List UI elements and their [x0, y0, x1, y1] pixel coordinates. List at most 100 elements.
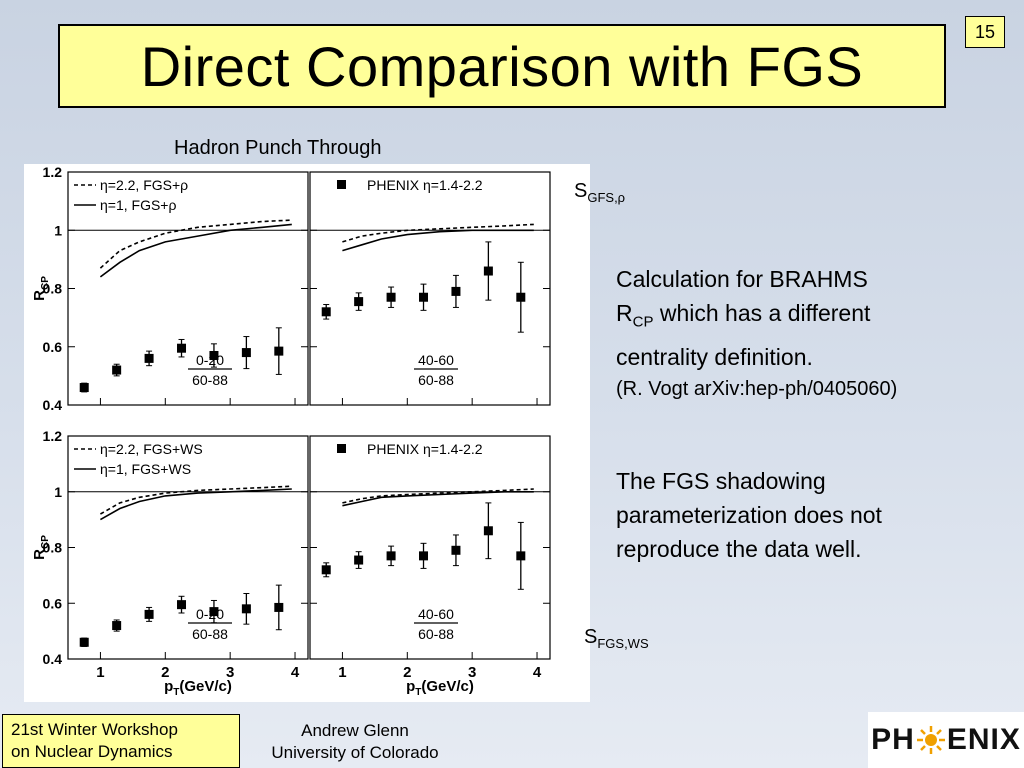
x-tick-label: 4 — [291, 664, 300, 681]
label-sgfs-sub: GFS,ρ — [587, 190, 626, 205]
data-point — [321, 565, 331, 575]
y-tick-label: 1 — [54, 484, 62, 500]
data-point — [516, 292, 526, 302]
data-point — [112, 365, 122, 375]
x-axis-label-unit: (GeV/c) — [421, 678, 474, 695]
data-point — [274, 346, 284, 356]
x-tick-label: 2 — [161, 664, 169, 681]
data-point — [516, 551, 526, 561]
label-sgfs: SGFS,ρ — [574, 180, 625, 205]
curve-dashed — [342, 223, 534, 243]
centrality-denominator: 60-88 — [418, 626, 454, 642]
footer-author-line2: University of Colorado — [271, 743, 439, 762]
data-point — [274, 602, 284, 612]
curve-solid — [342, 229, 534, 252]
x-axis-label-sub: T — [173, 687, 179, 698]
sun-icon — [916, 726, 945, 754]
note-fgs-line3: reproduce the data well. — [616, 536, 862, 562]
x-tick-label: 4 — [533, 664, 542, 681]
logo-text-right: ENIX — [946, 723, 1021, 756]
centrality-denominator: 60-88 — [192, 372, 228, 388]
centrality-numerator: 0-20 — [196, 606, 224, 622]
legend-marker — [337, 180, 346, 189]
y-tick-label: 1.2 — [43, 164, 63, 180]
x-axis-label-unit: (GeV/c) — [179, 678, 232, 695]
y-axis-label-sub: CP — [40, 535, 51, 549]
y-tick-label: 0.4 — [43, 397, 63, 413]
figure: RCP 0.4 0.6 0.8 1 1.2 η=2.2, FGS+ρ η=1, FGS+ρ 0-… — [24, 164, 590, 702]
note-brahms-line3: centrality definition. — [616, 343, 813, 370]
page-number: 15 — [965, 16, 1005, 48]
footer-workshop-line1: 21st Winter Workshop — [11, 720, 178, 739]
note-fgs: The FGS shadowing parameterization does … — [616, 464, 882, 566]
legend-entry: η=1, FGS+ρ — [100, 197, 176, 213]
data-point — [321, 307, 331, 317]
data-point — [79, 637, 89, 647]
data-point — [451, 545, 461, 555]
legend-marker — [337, 444, 346, 453]
note-brahms-cp: CP — [632, 313, 654, 331]
data-point — [209, 350, 219, 360]
centrality-denominator: 60-88 — [192, 626, 228, 642]
legend-entry: η=1, FGS+WS — [100, 461, 191, 477]
legend-entry: PHENIX η=1.4-2.2 — [367, 441, 483, 457]
data-point — [177, 600, 187, 610]
data-point — [177, 343, 187, 353]
data-point — [144, 353, 154, 363]
curve-solid — [99, 223, 292, 278]
x-axis-label: pT(GeV/c) — [164, 678, 232, 698]
data-point — [354, 555, 364, 565]
x-tick-label: 2 — [403, 664, 411, 681]
logo-text-left: PH — [871, 723, 915, 756]
data-point — [451, 286, 461, 296]
note-brahms-rest: which has a different — [653, 300, 871, 326]
centrality-numerator: 0-20 — [196, 352, 224, 368]
footer-author: Andrew Glenn University of Colorado — [250, 720, 460, 764]
centrality-numerator: 40-60 — [418, 352, 454, 368]
legend-entry: η=2.2, FGS+WS — [100, 441, 203, 457]
y-tick-label: 0.8 — [43, 281, 63, 297]
data-point — [483, 266, 493, 276]
data-point — [419, 292, 429, 302]
note-brahms-line2: RCP which has a different — [616, 296, 897, 340]
label-sfgs-main: S — [584, 626, 598, 648]
data-point — [483, 526, 493, 536]
label-sgfs-main: S — [574, 180, 588, 202]
label-sfgs-sub: FGS,WS — [597, 636, 649, 651]
data-point — [112, 621, 122, 631]
y-tick-label: 1 — [54, 222, 62, 238]
curve-solid — [342, 491, 534, 507]
note-fgs-line2: parameterization does not — [616, 502, 882, 528]
data-point — [386, 551, 396, 561]
y-tick-label: 0.6 — [43, 339, 63, 355]
data-point — [354, 297, 364, 307]
y-tick-label: 1.2 — [43, 428, 63, 444]
figure-caption: Hadron Punch Through — [174, 137, 382, 159]
curve-dashed — [99, 219, 292, 269]
slide-title: Direct Comparison with FGS — [140, 34, 864, 98]
centrality-denominator: 60-88 — [418, 372, 454, 388]
legend-entry: η=2.2, FGS+ρ — [100, 177, 188, 193]
x-tick-label: 3 — [226, 664, 234, 681]
x-axis-label-sub: T — [415, 687, 421, 698]
note-fgs-line1: The FGS shadowing — [616, 468, 826, 494]
panel-frame — [309, 171, 551, 406]
x-axis-label: pT(GeV/c) — [406, 678, 474, 698]
curve-solid — [100, 488, 292, 521]
data-point — [144, 609, 154, 619]
footer-author-line1: Andrew Glenn — [301, 721, 409, 740]
phenix-logo: PH ENIX — [868, 712, 1024, 768]
note-brahms-line1: Calculation for BRAHMS — [616, 266, 868, 292]
note-brahms-r: R — [616, 300, 633, 326]
data-point — [419, 551, 429, 561]
x-tick-label: 3 — [468, 664, 476, 681]
centrality-numerator: 40-60 — [418, 606, 454, 622]
y-tick-label: 0.4 — [43, 651, 63, 667]
footer-workshop-line2: on Nuclear Dynamics — [11, 742, 173, 761]
data-point — [79, 383, 89, 393]
data-point — [241, 604, 251, 614]
data-point — [241, 348, 251, 358]
legend-entry: PHENIX η=1.4-2.2 — [367, 177, 483, 193]
footer-workshop: 21st Winter Workshop on Nuclear Dynamics — [2, 714, 240, 768]
